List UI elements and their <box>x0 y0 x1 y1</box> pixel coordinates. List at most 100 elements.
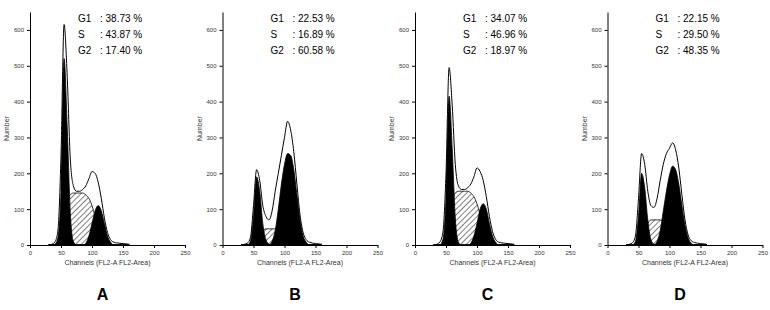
y-tick-mark <box>27 102 30 103</box>
y-tick-mark <box>605 30 608 31</box>
y-tick: 300 <box>206 135 222 141</box>
x-tick-label: 100 <box>87 250 98 256</box>
plot-area: 0501001502002500100200300400500600 <box>14 13 191 257</box>
y-tick-mark <box>605 245 608 246</box>
y-tick: 0 <box>598 242 607 248</box>
x-tick-mark <box>92 245 93 248</box>
x-tick-label: 100 <box>280 250 291 256</box>
y-tick: 200 <box>591 171 607 177</box>
y-tick-mark <box>27 173 30 174</box>
y-tick-mark <box>605 66 608 67</box>
annotation-value: : 43.87 % <box>100 29 142 40</box>
y-tick: 400 <box>591 99 607 105</box>
y-axis-title: Number <box>3 115 10 141</box>
annotation-value: : 22.53 % <box>293 13 335 24</box>
x-tick-label: 0 <box>606 250 610 256</box>
y-tick: 400 <box>206 99 222 105</box>
y-tick-label: 200 <box>14 171 25 177</box>
y-tick-mark <box>412 209 415 210</box>
y-tick: 200 <box>206 171 222 177</box>
y-tick-mark <box>412 173 415 174</box>
annotation-label: G1 <box>463 13 477 24</box>
y-tick-mark <box>27 137 30 138</box>
marks <box>49 25 130 245</box>
x-tick-mark <box>378 245 379 248</box>
y-tick-label: 0 <box>406 242 410 248</box>
y-tick-label: 500 <box>14 63 25 69</box>
y-tick-label: 400 <box>206 99 217 105</box>
annotation-value: : 38.73 % <box>100 13 142 24</box>
panel-title: D <box>674 286 686 303</box>
y-tick-label: 600 <box>399 27 410 33</box>
plot-area: 0501001502002500100200300400500600 <box>206 13 383 257</box>
annotation-value: : 34.07 % <box>485 13 527 24</box>
filled-area <box>434 204 515 245</box>
y-tick-label: 500 <box>206 63 217 69</box>
x-tick: 250 <box>758 245 769 256</box>
x-tick-mark <box>670 245 671 248</box>
filled-area <box>241 154 322 245</box>
marks <box>241 121 322 245</box>
x-tick-label: 100 <box>665 250 676 256</box>
x-tick-mark <box>123 245 124 248</box>
y-tick: 600 <box>591 27 607 33</box>
y-tick-mark <box>220 137 223 138</box>
panel-title: C <box>482 286 494 303</box>
y-tick-label: 400 <box>14 99 25 105</box>
y-tick-label: 200 <box>591 171 602 177</box>
x-axis: 050100150200250 <box>414 245 576 256</box>
y-tick-label: 300 <box>14 135 25 141</box>
y-tick: 500 <box>14 63 30 69</box>
x-tick: 100 <box>280 245 291 256</box>
x-axis-title: Channels (FL2-A FL2-Area) <box>65 259 151 267</box>
annotation-label: S <box>271 29 278 40</box>
annotation-label: G1 <box>78 13 92 24</box>
x-axis-title: Channels (FL2-A FL2-Area) <box>257 259 343 267</box>
x-tick-label: 150 <box>503 250 514 256</box>
y-tick-mark <box>220 30 223 31</box>
y-axis: 0100200300400500600 <box>591 13 608 249</box>
y-tick-mark <box>220 102 223 103</box>
y-tick-label: 100 <box>14 207 25 213</box>
y-axis-title: Number <box>196 115 203 141</box>
x-tick: 150 <box>696 245 707 256</box>
y-tick-mark <box>412 137 415 138</box>
y-tick-label: 100 <box>399 207 410 213</box>
x-axis: 050100150200250 <box>606 245 768 256</box>
x-tick: 200 <box>534 245 545 256</box>
y-tick-mark <box>220 66 223 67</box>
x-tick-label: 50 <box>251 250 258 256</box>
panel: 0501001502002500100200300400500600Channe… <box>581 13 769 304</box>
panel-title: A <box>97 286 109 303</box>
y-tick-label: 0 <box>598 242 602 248</box>
y-axis-line <box>415 13 416 246</box>
x-tick-label: 250 <box>180 250 191 256</box>
x-tick-label: 0 <box>221 250 225 256</box>
y-tick-label: 300 <box>591 135 602 141</box>
x-tick-mark <box>316 245 317 248</box>
x-tick: 100 <box>472 245 483 256</box>
x-axis-line <box>31 245 186 246</box>
y-tick: 100 <box>399 207 415 213</box>
x-tick-label: 200 <box>727 250 738 256</box>
x-tick-mark <box>254 245 255 248</box>
y-tick: 100 <box>206 207 222 213</box>
y-tick-label: 300 <box>206 135 217 141</box>
y-tick: 100 <box>14 207 30 213</box>
y-tick: 0 <box>406 242 415 248</box>
x-tick-mark <box>763 245 764 248</box>
panel: 0501001502002500100200300400500600Channe… <box>196 13 384 304</box>
y-tick: 600 <box>14 27 30 33</box>
x-tick-label: 150 <box>696 250 707 256</box>
y-tick-label: 0 <box>21 242 25 248</box>
y-tick: 500 <box>206 63 222 69</box>
annotation-value: : 16.89 % <box>293 29 335 40</box>
x-tick-label: 0 <box>414 250 418 256</box>
y-tick: 500 <box>399 63 415 69</box>
x-tick-label: 250 <box>758 250 769 256</box>
y-tick-mark <box>220 245 223 246</box>
y-tick: 500 <box>591 63 607 69</box>
x-tick-mark <box>701 245 702 248</box>
y-tick-label: 600 <box>591 27 602 33</box>
x-tick-label: 0 <box>29 250 33 256</box>
